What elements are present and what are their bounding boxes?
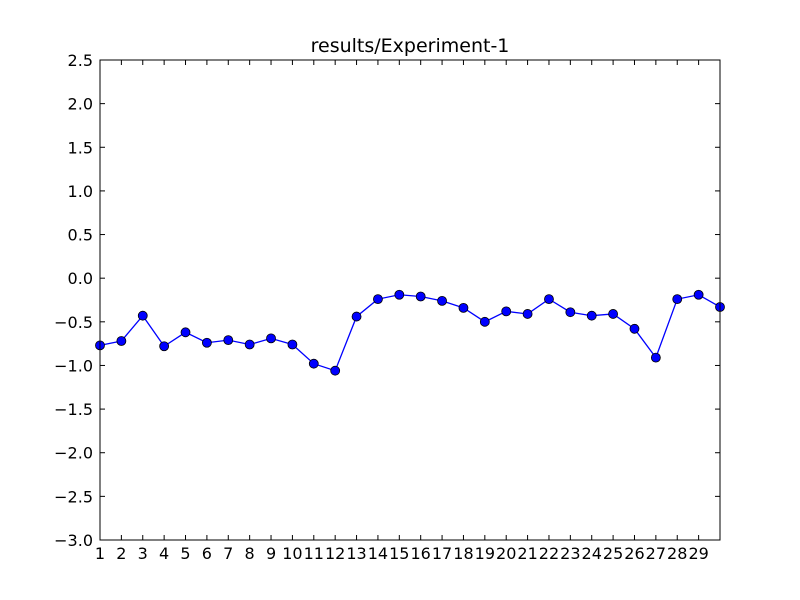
x-tick-label: 14 bbox=[368, 544, 388, 563]
data-point bbox=[180, 327, 191, 338]
y-tick-label: 2.5 bbox=[68, 51, 93, 70]
data-point bbox=[437, 295, 447, 306]
x-tick-label: 23 bbox=[560, 544, 580, 563]
data-point bbox=[629, 323, 640, 334]
x-tick-label: 18 bbox=[453, 544, 473, 563]
x-tick-label: 4 bbox=[159, 544, 169, 563]
x-tick-label: 27 bbox=[646, 544, 666, 563]
data-point bbox=[159, 341, 170, 352]
data-point bbox=[116, 336, 127, 346]
x-tick-label: 12 bbox=[325, 544, 345, 563]
data-point bbox=[287, 339, 298, 350]
x-tick-label: 5 bbox=[180, 544, 190, 563]
y-tick-label: −1.0 bbox=[54, 356, 93, 375]
x-tick-label: 8 bbox=[245, 544, 255, 563]
data-point bbox=[373, 294, 383, 305]
x-tick-label: 22 bbox=[539, 544, 559, 563]
data-point bbox=[479, 316, 490, 327]
data-point bbox=[458, 302, 469, 313]
y-tick-label: −1.5 bbox=[54, 400, 93, 419]
data-point bbox=[608, 309, 618, 319]
x-tick-label: 6 bbox=[202, 544, 212, 563]
data-point bbox=[201, 337, 212, 348]
data-point bbox=[586, 310, 597, 321]
x-tick-label: 10 bbox=[282, 544, 302, 563]
x-tick-label: 26 bbox=[624, 544, 644, 563]
data-point bbox=[672, 294, 683, 305]
y-tick-label: −2.5 bbox=[54, 487, 93, 506]
x-tick-label: 20 bbox=[496, 544, 516, 563]
series-line bbox=[99, 294, 721, 372]
x-tick-label: 29 bbox=[688, 544, 708, 563]
data-point bbox=[244, 339, 255, 350]
y-tick-label: 0.0 bbox=[68, 269, 93, 288]
x-tick-label: 15 bbox=[389, 544, 409, 563]
x-tick-label: 3 bbox=[138, 544, 148, 563]
x-tick-label: 11 bbox=[304, 544, 324, 563]
y-tick-label: 2.0 bbox=[68, 95, 93, 114]
x-tick-label: 2 bbox=[116, 544, 126, 563]
data-point bbox=[137, 310, 148, 321]
y-tick-label: −3.0 bbox=[54, 531, 93, 550]
data-point bbox=[308, 358, 319, 369]
x-tick-label: 17 bbox=[432, 544, 452, 563]
x-tick-label: 28 bbox=[667, 544, 687, 563]
data-point bbox=[650, 352, 661, 363]
data-point bbox=[330, 365, 341, 376]
x-tick-label: 13 bbox=[346, 544, 366, 563]
x-tick-label: 16 bbox=[411, 544, 431, 563]
data-point bbox=[522, 309, 533, 319]
data-point bbox=[501, 306, 512, 317]
data-point bbox=[351, 311, 362, 322]
data-point bbox=[565, 307, 576, 318]
plot-frame bbox=[99, 59, 721, 541]
data-point bbox=[394, 289, 405, 300]
x-tick-label: 25 bbox=[603, 544, 623, 563]
data-point bbox=[223, 335, 234, 346]
x-tick-label: 24 bbox=[582, 544, 602, 563]
y-tick-label: −0.5 bbox=[54, 313, 93, 332]
y-tick-label: 1.5 bbox=[68, 138, 93, 157]
x-tick-label: 19 bbox=[475, 544, 495, 563]
chart-title: results/Experiment-1 bbox=[311, 35, 510, 57]
x-tick-label: 7 bbox=[223, 544, 233, 563]
y-tick-label: 0.5 bbox=[68, 226, 93, 245]
data-point bbox=[693, 289, 704, 300]
x-tick-label: 1 bbox=[95, 544, 105, 563]
data-point bbox=[544, 294, 554, 305]
data-point bbox=[415, 291, 426, 302]
y-tick-label: −2.0 bbox=[54, 444, 93, 463]
data-point bbox=[266, 333, 276, 344]
x-tick-label: 9 bbox=[266, 544, 276, 563]
x-tick-label: 21 bbox=[517, 544, 537, 563]
y-tick-label: 1.0 bbox=[68, 182, 93, 201]
